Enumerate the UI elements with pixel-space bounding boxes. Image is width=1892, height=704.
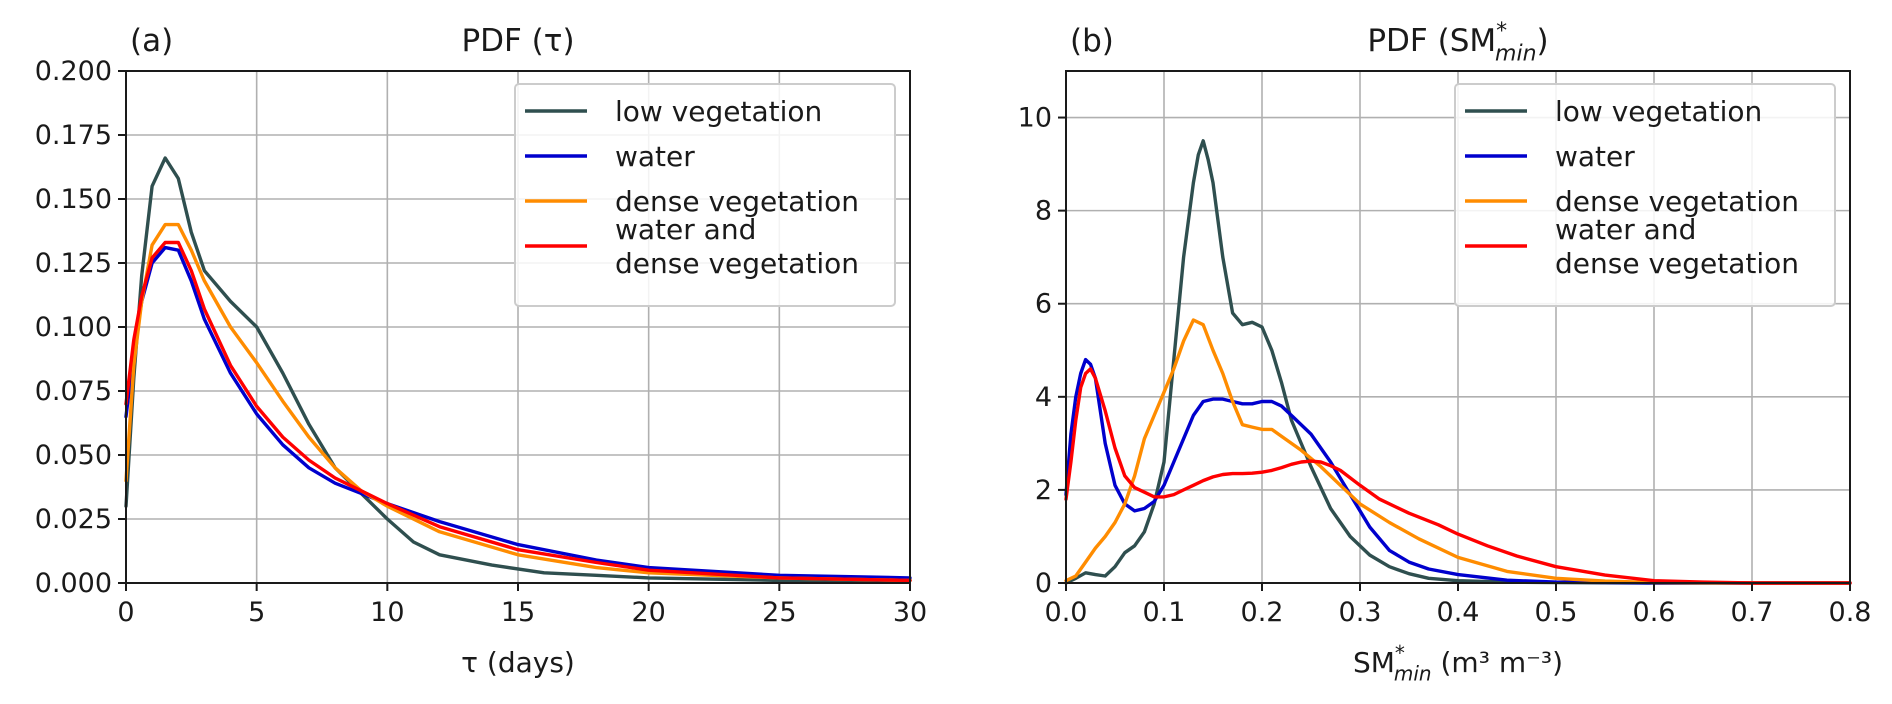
y-tick-label: 6 [1035, 289, 1052, 320]
series-line-dense-vegetation [1064, 318, 1852, 585]
x-tick-label: 0.3 [1339, 597, 1382, 628]
y-tick-label: 0.075 [35, 376, 112, 407]
legend-box [514, 83, 896, 307]
x-tick-label: 0.8 [1829, 597, 1872, 628]
ticks-b: 0.0 0.1 0.2 0.3 0.4 0.5 0.6 0.7 0.8 0 2 4 6 8 10 [1018, 103, 1872, 628]
legend-label-low-vegetation: low vegetation [615, 95, 822, 128]
y-tick-label: 0.100 [35, 312, 112, 343]
y-tick-label: 0.175 [35, 120, 112, 151]
series-group-b [1064, 139, 1852, 585]
y-tick-label: 0.150 [35, 184, 112, 215]
legend-label-low-vegetation: low vegetation [1555, 95, 1762, 128]
y-tick-label: 8 [1035, 196, 1052, 227]
y-tick-label: 0.125 [35, 248, 112, 279]
x-tick-label: 25 [762, 597, 796, 628]
ticks-a: 0 5 10 15 20 25 30 0.000 0.025 0.050 0.075 0.100 0.1… [35, 56, 927, 628]
y-tick-label: 0.025 [35, 504, 112, 535]
legend-box [1454, 83, 1836, 307]
y-tick-label: 0 [1035, 568, 1052, 599]
legend-label-water-and-dense-vegetation: water and [1555, 213, 1696, 246]
series-line-low-vegetation [1064, 139, 1852, 585]
chart-panel-b: 0.0 0.1 0.2 0.3 0.4 0.5 0.6 0.7 0.8 0 2 4 6 8 10 PDF (S… [1018, 19, 1872, 685]
series-line-water-and-dense-vegetation [124, 240, 912, 583]
x-tick-label: 5 [248, 597, 265, 628]
legend-label-water-and-dense-vegetation: dense vegetation [1555, 247, 1799, 280]
x-tick-label: 0.7 [1731, 597, 1774, 628]
series-group-a [124, 156, 912, 583]
x-axis-label-a: τ (days) [461, 646, 575, 679]
panel-label-a: (a) [130, 23, 173, 59]
x-tick-label: 0.1 [1143, 597, 1186, 628]
legend-label-water-and-dense-vegetation: water and [615, 213, 756, 246]
y-tick-label: 4 [1035, 382, 1052, 413]
series-line-low-vegetation [124, 156, 912, 583]
chart-title-a: PDF (τ) [461, 23, 574, 59]
legend-a: low vegetation water dense vegetationwater… [514, 83, 896, 307]
series-line-water [1064, 357, 1852, 585]
series-line-water-and-dense-vegetation [1064, 367, 1852, 585]
y-tick-label: 0.050 [35, 440, 112, 471]
legend-label-dense-vegetation: dense vegetation [1555, 185, 1799, 218]
legend-label-water: water [1555, 140, 1635, 173]
x-tick-label: 0 [117, 597, 134, 628]
series-line-water [124, 245, 912, 580]
x-tick-label: 0.5 [1535, 597, 1578, 628]
x-tick-label: 20 [631, 597, 665, 628]
x-axis-label-b: SM* min (m³ m⁻³) [1353, 641, 1563, 685]
x-tick-label: 30 [893, 597, 927, 628]
panel-label-b: (b) [1070, 23, 1114, 59]
x-tick-label: 0.6 [1633, 597, 1676, 628]
x-tick-label: 15 [501, 597, 535, 628]
y-tick-label: 0.000 [35, 568, 112, 599]
legend-label-water: water [615, 140, 695, 173]
x-tick-label: 0.2 [1241, 597, 1284, 628]
series-line-dense-vegetation [124, 222, 912, 583]
y-tick-label: 2 [1035, 475, 1052, 506]
legend-label-dense-vegetation: dense vegetation [615, 185, 859, 218]
x-tick-label: 0.4 [1437, 597, 1480, 628]
y-tick-label: 0.200 [35, 56, 112, 87]
chart-panel-a: 0 5 10 15 20 25 30 0.000 0.025 0.050 0.075 0.100 0.1… [35, 23, 927, 679]
legend-label-water-and-dense-vegetation: dense vegetation [615, 247, 859, 280]
legend-b: low vegetation water dense vegetationwater… [1454, 83, 1836, 307]
x-tick-label: 0.0 [1045, 597, 1088, 628]
chart-title-b: PDF (SM* min) [1367, 19, 1548, 66]
y-tick-label: 10 [1018, 103, 1052, 134]
x-tick-label: 10 [370, 597, 404, 628]
